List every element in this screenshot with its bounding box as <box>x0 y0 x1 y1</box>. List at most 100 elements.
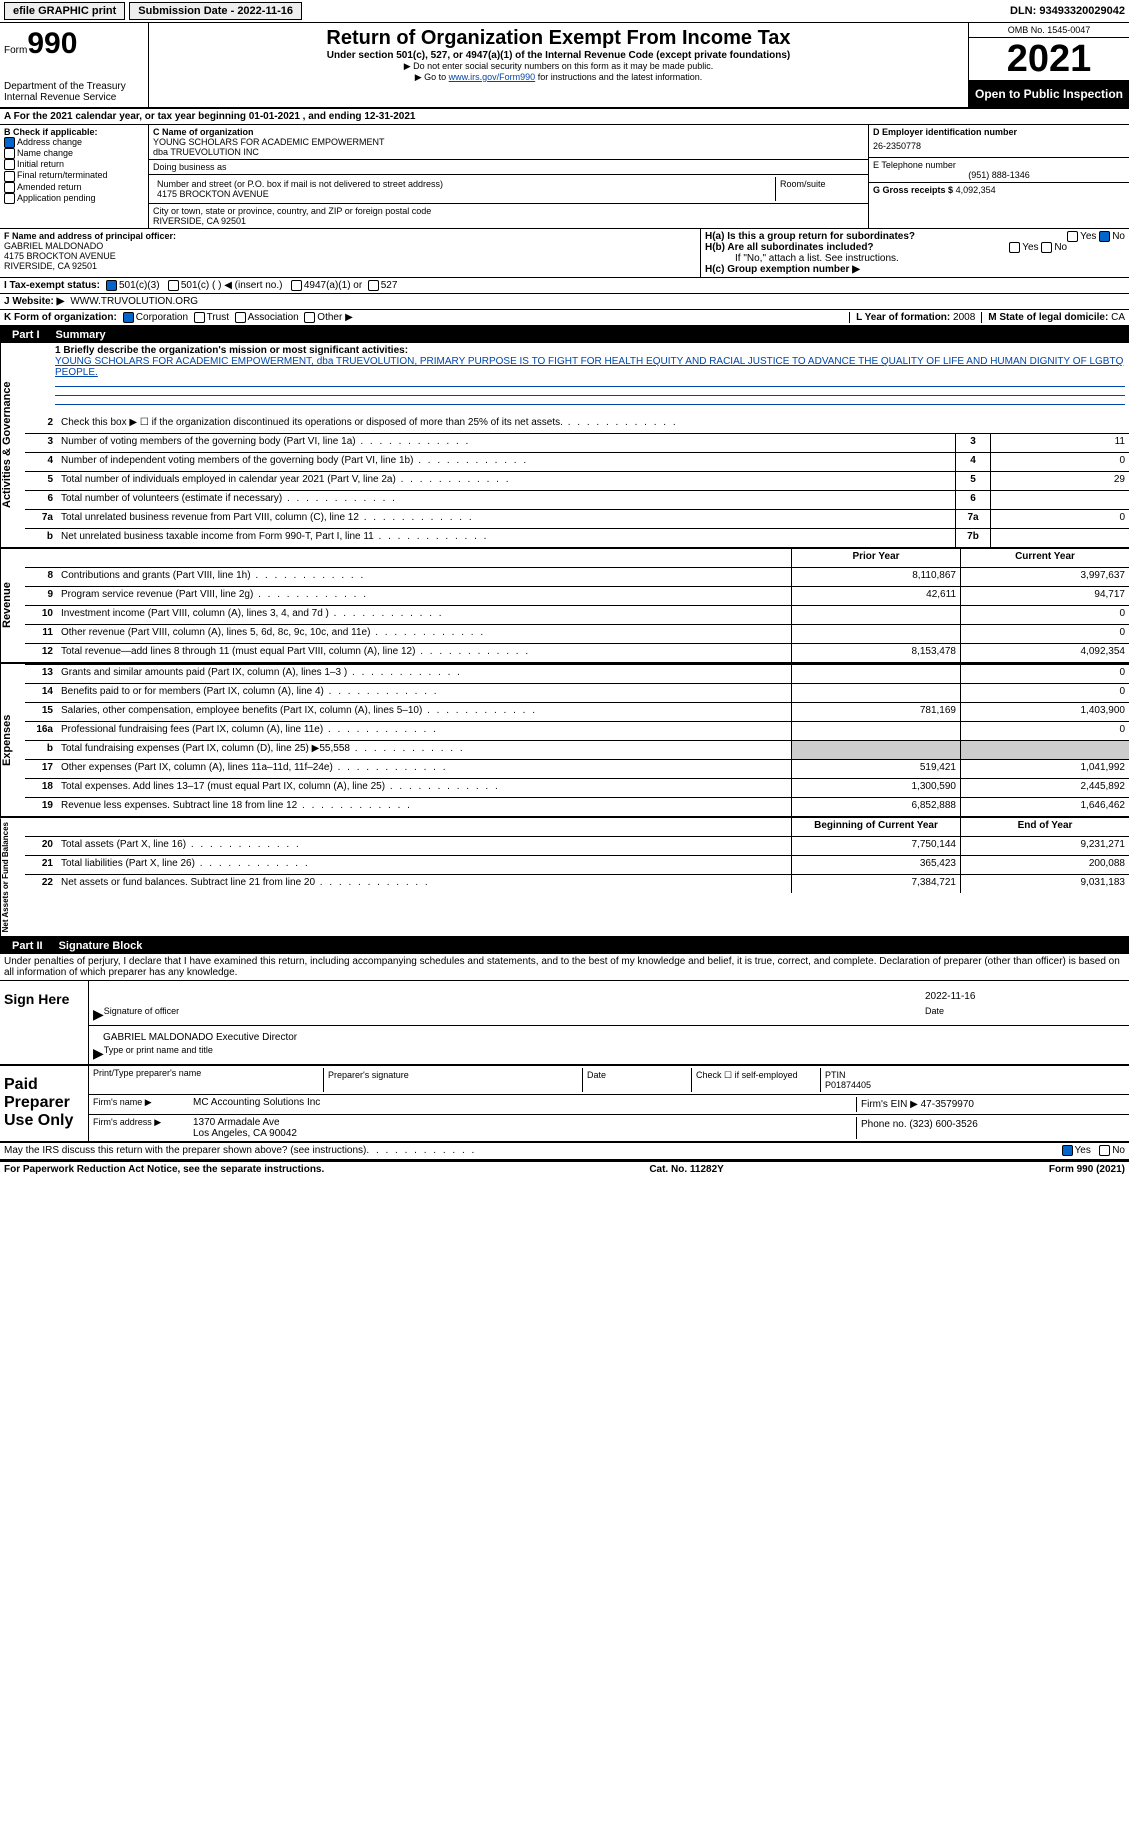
firm-ein: 47-3579970 <box>921 1099 974 1110</box>
sig-intro: Under penalties of perjury, I declare th… <box>0 954 1129 981</box>
check-address[interactable] <box>4 137 15 148</box>
check-amended[interactable] <box>4 182 15 193</box>
box-b: B Check if applicable: Address change Na… <box>0 125 149 228</box>
firm-name: MC Accounting Solutions Inc <box>193 1097 856 1112</box>
firm-addr1: 1370 Armadale Ave <box>193 1117 856 1128</box>
data-row: 14Benefits paid to or for members (Part … <box>25 683 1129 702</box>
hb-no[interactable] <box>1041 242 1052 253</box>
gov-row: 5Total number of individuals employed in… <box>25 471 1129 490</box>
ptin-label: PTIN <box>825 1070 1121 1080</box>
mission-q: 1 Briefly describe the organization's mi… <box>55 345 1125 356</box>
dept-treasury: Department of the Treasury <box>4 81 144 92</box>
prep-phone: (323) 600-3526 <box>909 1119 977 1130</box>
room-suite: Room/suite <box>776 177 864 201</box>
self-emp-label: Check ☐ if self-employed <box>691 1068 820 1092</box>
ha-yes[interactable] <box>1067 231 1078 242</box>
firm-addr2: Los Angeles, CA 90042 <box>193 1128 856 1139</box>
website: WWW.TRUVOLUTION.ORG <box>70 296 198 307</box>
col-current: Current Year <box>960 549 1129 567</box>
sig-date: 2022-11-16 <box>925 991 1125 1002</box>
hb-yes[interactable] <box>1009 242 1020 253</box>
org-dba: dba TRUEVOLUTION INC <box>153 147 864 157</box>
omb-number: OMB No. 1545-0047 <box>969 23 1129 38</box>
form-number: 990 <box>27 27 77 60</box>
paid-preparer: Paid Preparer Use Only <box>0 1066 89 1141</box>
gov-row: 7aTotal unrelated business revenue from … <box>25 509 1129 528</box>
form-title: Return of Organization Exempt From Incom… <box>155 27 962 50</box>
gross-receipts: 4,092,354 <box>956 185 996 195</box>
check-4947[interactable] <box>291 280 302 291</box>
prep-sig-label: Preparer's signature <box>323 1068 582 1092</box>
ha-no[interactable] <box>1099 231 1110 242</box>
check-name[interactable] <box>4 148 15 159</box>
street: 4175 BROCKTON AVENUE <box>157 189 771 199</box>
check-pending[interactable] <box>4 193 15 204</box>
footer-left: For Paperwork Reduction Act Notice, see … <box>4 1164 324 1175</box>
check-final[interactable] <box>4 171 15 182</box>
discuss-no[interactable] <box>1099 1145 1110 1156</box>
data-row: 18Total expenses. Add lines 13–17 (must … <box>25 778 1129 797</box>
check-other[interactable] <box>304 312 315 323</box>
gov-row: 4Number of independent voting members of… <box>25 452 1129 471</box>
check-501c[interactable] <box>168 280 179 291</box>
name-label: Type or print name and title <box>104 1045 213 1062</box>
submission-btn[interactable]: Submission Date - 2022-11-16 <box>129 2 302 20</box>
ptin: P01874405 <box>825 1080 1121 1090</box>
data-row: 20Total assets (Part X, line 16)7,750,14… <box>25 836 1129 855</box>
data-row: 22Net assets or fund balances. Subtract … <box>25 874 1129 893</box>
data-row: 19Revenue less expenses. Subtract line 1… <box>25 797 1129 816</box>
dba-label: Doing business as <box>153 162 864 172</box>
sign-here: Sign Here <box>0 981 89 1064</box>
org-name: YOUNG SCHOLARS FOR ACADEMIC EMPOWERMENT <box>153 137 864 147</box>
note-ssn: ▶ Do not enter social security numbers o… <box>155 61 962 72</box>
prep-phone-label: Phone no. <box>861 1119 907 1130</box>
data-row: 21Total liabilities (Part X, line 26)365… <box>25 855 1129 874</box>
phone: (951) 888-1346 <box>873 170 1125 180</box>
note-goto: ▶ Go to www.irs.gov/Form990 for instruct… <box>155 72 962 83</box>
tax-year: 2021 <box>969 38 1129 81</box>
gov-row: 3Number of voting members of the governi… <box>25 433 1129 452</box>
firm-name-label: Firm's name ▶ <box>93 1097 193 1112</box>
date-label: Date <box>925 1006 1125 1023</box>
footer-mid: Cat. No. 11282Y <box>649 1164 723 1175</box>
data-row: 10Investment income (Part VIII, column (… <box>25 605 1129 624</box>
col-end: End of Year <box>960 818 1129 836</box>
prep-date-label: Date <box>582 1068 691 1092</box>
irs-link[interactable]: www.irs.gov/Form990 <box>449 72 536 82</box>
part2-header: Part II Signature Block <box>0 938 1129 954</box>
gov-row: 2Check this box ▶ ☐ if the organization … <box>25 415 1129 433</box>
check-trust[interactable] <box>194 312 205 323</box>
check-assoc[interactable] <box>235 312 246 323</box>
gross-label: G Gross receipts $ <box>873 185 953 195</box>
ein-label: D Employer identification number <box>873 127 1125 137</box>
firm-ein-label: Firm's EIN ▶ <box>861 1099 918 1110</box>
part1-header: Part I Summary <box>0 327 1129 343</box>
c-name-label: C Name of organization <box>153 127 864 137</box>
footer-right: Form 990 (2021) <box>1049 1164 1125 1175</box>
data-row: 12Total revenue—add lines 8 through 11 (… <box>25 643 1129 662</box>
check-501c3[interactable] <box>106 280 117 291</box>
irs-label: Internal Revenue Service <box>4 92 144 103</box>
discuss-q: May the IRS discuss this return with the… <box>4 1145 366 1156</box>
check-527[interactable] <box>368 280 379 291</box>
check-corp[interactable] <box>123 312 134 323</box>
data-row: 8Contributions and grants (Part VIII, li… <box>25 567 1129 586</box>
data-row: 9Program service revenue (Part VIII, lin… <box>25 586 1129 605</box>
data-row: 15Salaries, other compensation, employee… <box>25 702 1129 721</box>
form-word: Form <box>4 45 27 56</box>
data-row: bTotal fundraising expenses (Part IX, co… <box>25 740 1129 759</box>
data-row: 16aProfessional fundraising fees (Part I… <box>25 721 1129 740</box>
discuss-yes[interactable] <box>1062 1145 1073 1156</box>
col-begin: Beginning of Current Year <box>791 818 960 836</box>
check-initial[interactable] <box>4 159 15 170</box>
vtab-expenses: Expenses <box>0 664 25 816</box>
form-subtitle: Under section 501(c), 527, or 4947(a)(1)… <box>155 50 962 61</box>
efile-btn[interactable]: efile GRAPHIC print <box>4 2 125 20</box>
data-row: 11Other revenue (Part VIII, column (A), … <box>25 624 1129 643</box>
mission-text: YOUNG SCHOLARS FOR ACADEMIC EMPOWERMENT,… <box>55 356 1125 378</box>
vtab-netassets: Net Assets or Fund Balances <box>0 818 25 936</box>
row-i: I Tax-exempt status: 501(c)(3) 501(c) ( … <box>0 278 1129 294</box>
street-label: Number and street (or P.O. box if mail i… <box>157 179 771 189</box>
firm-addr-label: Firm's address ▶ <box>93 1117 193 1139</box>
print-name-label: Print/Type preparer's name <box>93 1068 323 1092</box>
